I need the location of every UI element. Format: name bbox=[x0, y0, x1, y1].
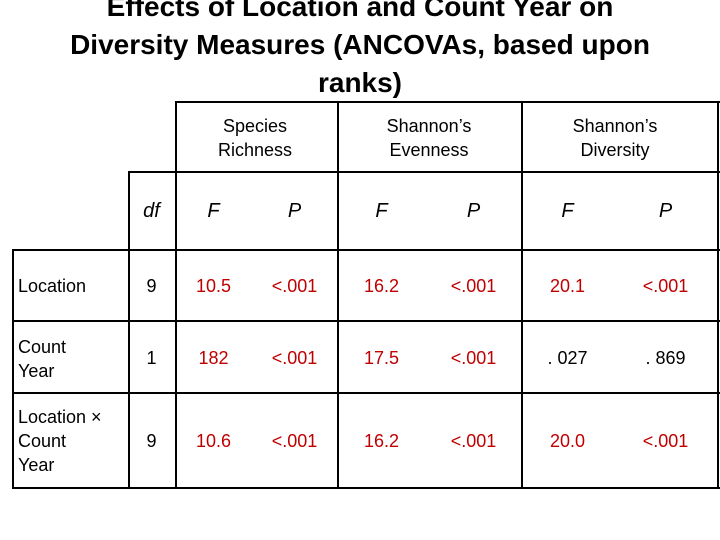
header-shannons-evenness: Shannon’s Evenness bbox=[374, 114, 484, 162]
table-rule-group1-left bbox=[175, 101, 177, 489]
cell-richness-f: 10.6 bbox=[195, 431, 232, 451]
row-label-line: Count bbox=[18, 337, 67, 357]
row-label-line: Location bbox=[18, 276, 87, 296]
cell-diversity-p: <.001 bbox=[642, 276, 689, 296]
title-line-3: ranks) bbox=[317, 67, 403, 98]
table-rule-group3-left bbox=[521, 101, 523, 489]
subheader-diversity-f: F bbox=[561, 200, 574, 222]
subheader-diversity-p: P bbox=[658, 200, 673, 222]
row-label-count-year: Count Year bbox=[18, 335, 66, 383]
subheader-richness-p: P bbox=[287, 200, 302, 222]
cell-diversity-f: . 027 bbox=[547, 348, 588, 368]
cell-evenness-f: 16.2 bbox=[363, 431, 400, 451]
cell-evenness-p: <.001 bbox=[450, 348, 497, 368]
table-rule-row1 bbox=[12, 320, 720, 322]
slide-title: Effects of Location and Count Year on Di… bbox=[0, 0, 720, 102]
cell-df: 9 bbox=[146, 276, 157, 296]
table-rule-row2 bbox=[12, 392, 720, 394]
table-rule-body-top bbox=[12, 249, 720, 251]
table-rule-group2-left bbox=[337, 101, 339, 489]
header-shannons-evenness-label: Shannon’s Evenness bbox=[386, 116, 472, 160]
row-label-line: Year bbox=[18, 455, 55, 475]
row-label-line: Count bbox=[18, 431, 67, 451]
cell-richness-f: 182 bbox=[198, 348, 229, 368]
row-label-line: Location × bbox=[18, 407, 102, 427]
subheader-richness-f: F bbox=[207, 200, 220, 222]
subheader-df: df bbox=[143, 200, 160, 222]
table-rule-bottom bbox=[12, 487, 720, 489]
table-rule-df-left bbox=[128, 171, 130, 489]
cell-richness-p: <.001 bbox=[271, 348, 318, 368]
table-rule-left bbox=[12, 249, 14, 489]
table-rule-right bbox=[717, 101, 719, 489]
cell-evenness-f: 16.2 bbox=[363, 276, 400, 296]
table-rule-header bbox=[128, 171, 720, 173]
row-label-line: Year bbox=[18, 361, 55, 381]
row-label-location: Location bbox=[18, 274, 86, 298]
cell-diversity-f: 20.0 bbox=[549, 431, 586, 451]
row-label-location-x-count-year: Location × Count Year bbox=[18, 405, 102, 477]
cell-evenness-p: <.001 bbox=[450, 276, 497, 296]
cell-diversity-p: . 869 bbox=[645, 348, 686, 368]
header-species-richness-label: Species Richness bbox=[217, 116, 293, 160]
cell-evenness-f: 17.5 bbox=[363, 348, 400, 368]
subheader-evenness-f: F bbox=[375, 200, 388, 222]
cell-df: 9 bbox=[146, 431, 157, 451]
subheader-evenness-p: P bbox=[466, 200, 481, 222]
header-shannons-diversity-label: Shannon’s Diversity bbox=[572, 116, 658, 160]
table-rule-top bbox=[175, 101, 720, 103]
header-shannons-diversity: Shannon’s Diversity bbox=[560, 114, 670, 162]
title-line-1: Effects of Location and Count Year on bbox=[106, 0, 614, 22]
cell-richness-p: <.001 bbox=[271, 431, 318, 451]
title-line-2: Diversity Measures (ANCOVAs, based upon bbox=[70, 29, 650, 60]
cell-richness-f: 10.5 bbox=[195, 276, 232, 296]
cell-df: 1 bbox=[146, 348, 157, 368]
cell-evenness-p: <.001 bbox=[450, 431, 497, 451]
cell-diversity-p: <.001 bbox=[642, 431, 689, 451]
header-species-richness: Species Richness bbox=[205, 114, 305, 162]
cell-richness-p: <.001 bbox=[271, 276, 318, 296]
cell-diversity-f: 20.1 bbox=[549, 276, 586, 296]
